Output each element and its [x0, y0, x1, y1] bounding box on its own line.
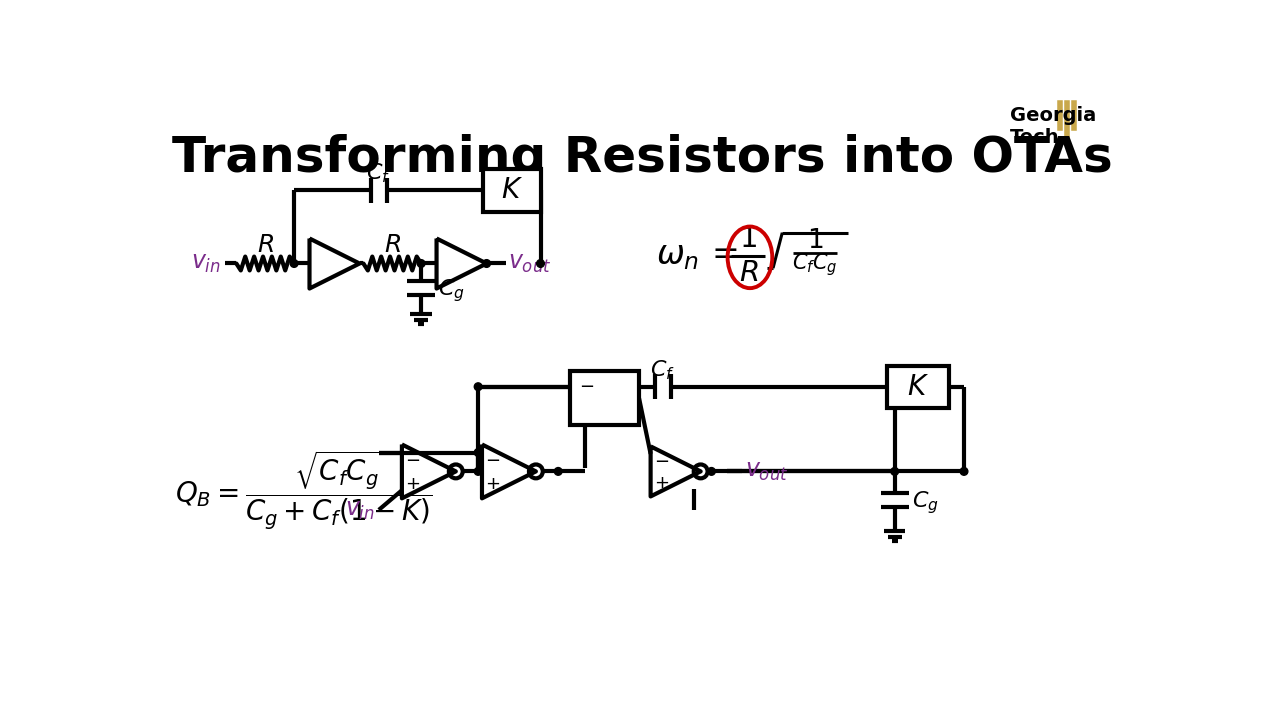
Text: $R$: $R$ — [739, 258, 758, 287]
Circle shape — [483, 260, 490, 267]
Text: $K$: $K$ — [500, 176, 522, 204]
Text: $C_f$: $C_f$ — [650, 358, 676, 382]
FancyBboxPatch shape — [483, 169, 540, 212]
Text: Georgia
Tech: Georgia Tech — [1010, 106, 1097, 147]
Text: $1$: $1$ — [740, 225, 758, 253]
Text: $R$: $R$ — [257, 233, 274, 257]
Circle shape — [475, 467, 483, 475]
Text: $C_f$: $C_f$ — [366, 161, 392, 185]
Text: $v_{out}$: $v_{out}$ — [745, 459, 788, 483]
Circle shape — [708, 467, 716, 475]
Circle shape — [536, 260, 544, 267]
Text: $C_f C_g$: $C_f C_g$ — [792, 251, 838, 279]
Text: $1$: $1$ — [806, 228, 823, 254]
Text: $Q_B = \dfrac{\sqrt{C_f C_g}}{C_g + C_f(1-K)}$: $Q_B = \dfrac{\sqrt{C_f C_g}}{C_g + C_f(… — [175, 449, 431, 531]
Text: $v_{in}$: $v_{in}$ — [346, 498, 375, 522]
Circle shape — [891, 467, 899, 475]
Text: $-$: $-$ — [404, 450, 420, 468]
Text: Transforming Resistors into OTAs: Transforming Resistors into OTAs — [173, 134, 1114, 182]
Text: $-$: $-$ — [485, 450, 500, 468]
Text: $R$: $R$ — [384, 233, 401, 257]
Text: $-$: $-$ — [654, 451, 669, 469]
Circle shape — [554, 467, 562, 475]
Circle shape — [291, 260, 298, 267]
Text: $\omega_n\,=$: $\omega_n\,=$ — [657, 239, 739, 272]
Text: $+$: $+$ — [654, 474, 669, 492]
Text: $v_{in}$: $v_{in}$ — [191, 251, 221, 276]
Text: $+$: $+$ — [404, 474, 420, 492]
Text: $C_g$: $C_g$ — [438, 277, 465, 304]
Text: $-$: $-$ — [579, 376, 594, 394]
Circle shape — [417, 260, 425, 267]
Circle shape — [475, 449, 483, 456]
Text: $C_g$: $C_g$ — [911, 489, 938, 516]
Text: $v_{out}$: $v_{out}$ — [508, 251, 552, 276]
Circle shape — [960, 467, 968, 475]
FancyBboxPatch shape — [570, 372, 639, 426]
Circle shape — [475, 383, 483, 390]
Text: $K$: $K$ — [906, 373, 929, 401]
FancyBboxPatch shape — [887, 366, 948, 408]
Text: $+$: $+$ — [485, 474, 500, 492]
